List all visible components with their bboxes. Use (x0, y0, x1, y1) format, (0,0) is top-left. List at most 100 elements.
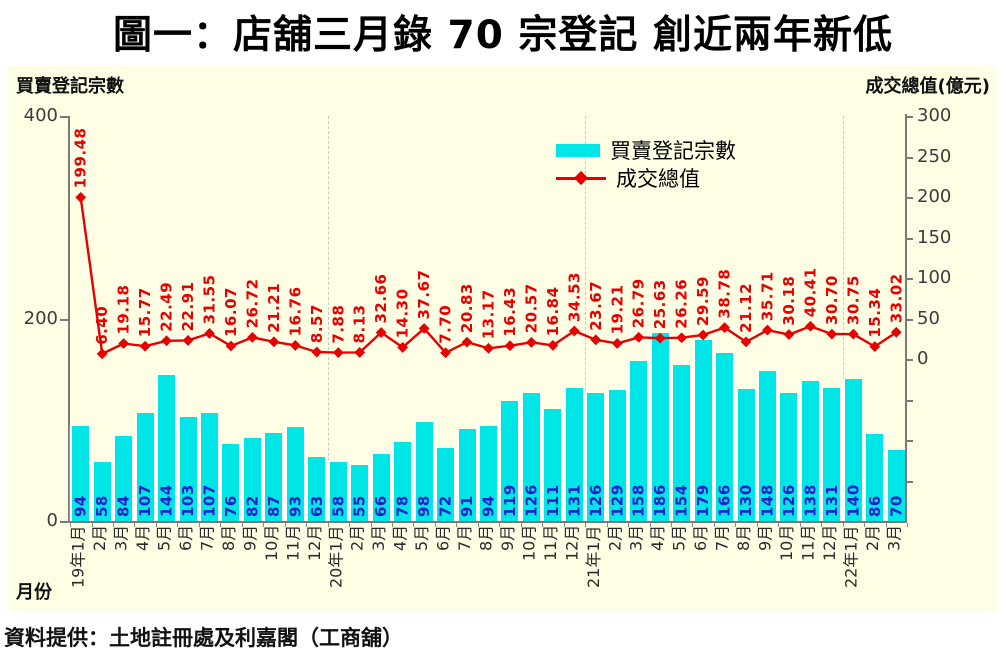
x-tick-label: 4月 (133, 524, 153, 551)
x-tick-label: 2月 (347, 524, 367, 551)
x-tick-label: 3月 (884, 524, 904, 551)
x-tick-label: 8月 (476, 524, 496, 551)
bar (415, 421, 433, 521)
line-value-label: 31.55 (200, 274, 219, 325)
line-value-label: 35.71 (758, 271, 777, 322)
line-point (332, 347, 344, 359)
line-value-label: 19.18 (114, 284, 133, 335)
x-axis-labels: 19年1月 2月 3月 4月 5月 6月 7月 8月 9月 10月 11月 12月 20年1月 2月 3月 4… (68, 525, 928, 635)
x-tick (885, 523, 887, 527)
x-axis-title: 月份 (16, 582, 52, 603)
bar-value-label: 70 (887, 495, 906, 517)
bar-value-label: 186 (651, 484, 670, 517)
bar (394, 442, 412, 521)
x-tick-label: 9月 (240, 524, 260, 551)
x-tick (198, 523, 200, 527)
bar-value-label: 179 (694, 484, 713, 517)
bar-value-label: 72 (436, 495, 455, 517)
line-value-label: 40.41 (801, 267, 820, 318)
bar-value-label: 78 (393, 495, 412, 517)
x-tick-label: 3月 (626, 524, 646, 551)
bar-value-label: 91 (458, 495, 476, 517)
line-point (118, 338, 130, 349)
bar-value-label: 140 (844, 484, 863, 517)
bar (501, 400, 519, 521)
bar-value-label: 148 (758, 484, 777, 517)
line-point (526, 336, 537, 348)
line-point (890, 326, 902, 338)
x-tick (842, 523, 844, 527)
bar-value-label: 82 (243, 495, 262, 517)
line-value-label: 14.30 (393, 288, 412, 339)
x-tick-label: 3月 (369, 524, 389, 551)
right-axis-tick-label: 300 (917, 105, 952, 126)
bar-value-label: 55 (350, 495, 369, 517)
line-point (697, 329, 709, 341)
x-tick-label: 21年1月 (583, 525, 603, 588)
right-axis-tick-label: 200 (917, 186, 952, 207)
x-tick (349, 523, 350, 527)
x-tick-label: 10月 (519, 524, 539, 561)
line-value-label: 16.76 (286, 286, 305, 337)
bar (437, 448, 455, 521)
bar-value-label: 111 (543, 484, 562, 517)
x-tick-label: 11月 (540, 524, 560, 561)
x-tick (263, 523, 265, 527)
line-value-label: 6.40 (93, 305, 112, 345)
bar (544, 408, 562, 521)
bar-value-label: 154 (672, 484, 691, 517)
x-tick (70, 523, 71, 527)
left-axis-title: 買賣登記宗數 (16, 76, 124, 97)
bar (243, 437, 261, 521)
bar (286, 426, 304, 521)
bar (136, 412, 154, 521)
x-tick-label: 2月 (862, 524, 882, 551)
legend-label: 成交總值 (616, 167, 700, 191)
x-tick (670, 523, 672, 527)
line-value-label: 8.13 (350, 304, 369, 344)
bar-value-label: 126 (522, 484, 541, 517)
bar (587, 393, 605, 521)
x-tick (649, 523, 651, 527)
line-value-label: 199.48 (71, 127, 90, 189)
x-tick-label: 12月 (819, 524, 839, 561)
bar (823, 388, 841, 521)
x-tick (306, 523, 308, 527)
x-tick-label: 4月 (390, 524, 410, 551)
right-axis-spine (905, 114, 907, 521)
right-axis-tick (905, 318, 913, 321)
chart-title: 圖一：店舖三月錄 70 宗登記 創近兩年新低 (112, 13, 893, 58)
x-tick (756, 523, 758, 527)
bar (887, 450, 905, 521)
x-tick (391, 523, 393, 527)
line-value-label: 13.17 (479, 289, 498, 340)
right-axis-tick (905, 237, 913, 240)
bar-value-label: 84 (114, 495, 133, 517)
line-point (676, 332, 688, 344)
line-value-label: 38.78 (715, 268, 734, 319)
x-tick-label: 6月 (176, 524, 195, 551)
bar (72, 425, 90, 521)
line-point (654, 332, 666, 344)
right-axis-tick (905, 399, 913, 402)
plot-area: 94 58 84 107 144 103 107 76 82 87 93 63 58 55 66 78 98 72… (68, 116, 908, 527)
x-tick-label: 9月 (755, 524, 775, 551)
line-point (847, 328, 859, 340)
line-value-label: 30.18 (780, 275, 798, 326)
line-point (418, 323, 430, 334)
line-value-label: 34.53 (565, 272, 584, 322)
x-tick-label: 20年1月 (326, 525, 346, 588)
x-tick (606, 523, 608, 527)
bar (737, 389, 755, 521)
line-value-label: 7.88 (329, 304, 348, 344)
line-value-label: 25.63 (651, 279, 670, 330)
x-tick-label: 9月 (498, 524, 517, 551)
line-value-label: 20.83 (458, 283, 476, 334)
bar (351, 465, 369, 521)
source-note: 資料提供：土地註冊處及利嘉閣（工商舖） (4, 626, 403, 650)
line-value-label: 15.77 (136, 287, 155, 338)
x-tick (112, 523, 114, 527)
bar-value-label: 66 (372, 495, 391, 517)
line-diamond-icon (556, 170, 606, 185)
